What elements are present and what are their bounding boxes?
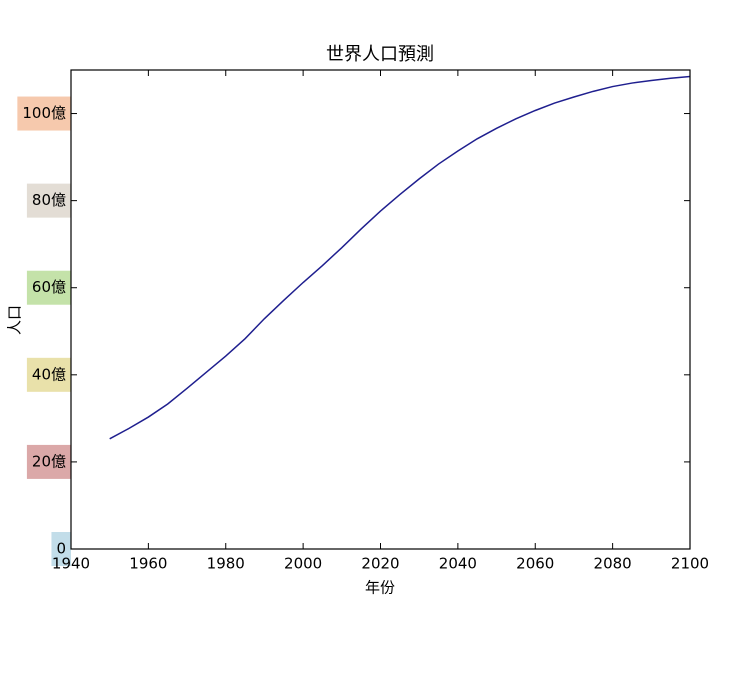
- x-axis-label: 年份: [365, 579, 395, 597]
- y-tick-label: 60億: [32, 278, 66, 296]
- y-tick-label-background: [51, 532, 71, 566]
- x-tick-label: 2020: [361, 555, 399, 573]
- y-tick-label-background: [26, 183, 71, 218]
- x-tick-label: 2080: [594, 555, 632, 573]
- x-tick-label: 2100: [671, 555, 709, 573]
- y-tick-label: 0: [56, 540, 66, 558]
- plot-frame: [70, 69, 691, 550]
- x-tick-label: 2000: [284, 555, 322, 573]
- y-tick-label: 40億: [32, 365, 66, 383]
- data-line: [109, 75, 691, 440]
- x-tick-label: 1940: [52, 555, 90, 573]
- y-tick-label: 20億: [32, 452, 66, 470]
- x-tick-label: 2040: [439, 555, 477, 573]
- y-tick-label-background: [26, 357, 71, 392]
- x-tick-label: 1960: [129, 555, 167, 573]
- y-tick-label: 100億: [22, 104, 66, 122]
- y-tick-label-background: [26, 270, 71, 305]
- x-tick-label: 2060: [516, 555, 554, 573]
- y-tick-label: 80億: [32, 191, 66, 209]
- y-tick-label-background: [26, 444, 71, 479]
- chart-title: 世界人口預測: [326, 44, 434, 65]
- x-tick-label: 1980: [207, 555, 245, 573]
- y-axis-label: 人口: [6, 305, 24, 335]
- y-tick-label-background: [17, 96, 71, 131]
